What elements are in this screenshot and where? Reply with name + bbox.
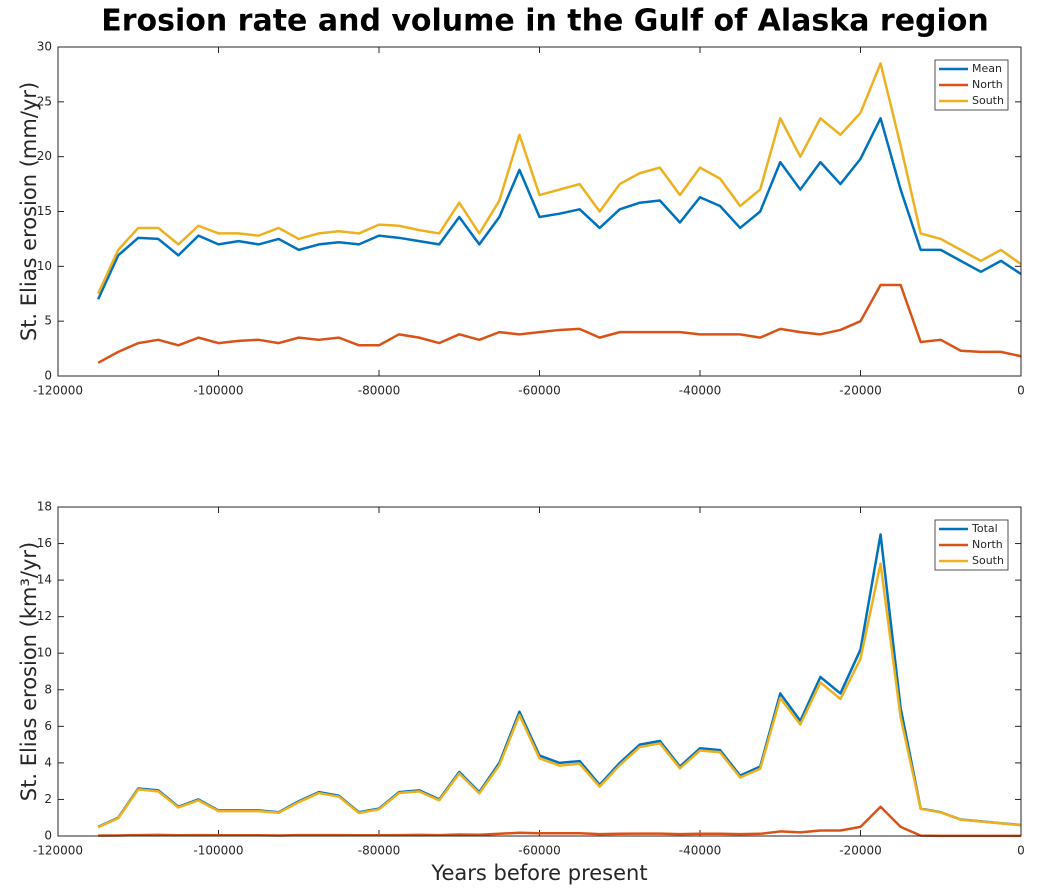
- x-tick-label: 0: [1017, 384, 1025, 398]
- y-tick-label: 12: [37, 609, 52, 623]
- y-tick-label: 0: [44, 829, 52, 843]
- y-tick-label: 20: [37, 149, 52, 163]
- x-tick-label: -80000: [358, 844, 401, 858]
- y-tick-label: 8: [44, 682, 52, 696]
- y-tick-label: 4: [44, 755, 52, 769]
- x-tick-label: -40000: [679, 844, 722, 858]
- y-axis-label: St. Elias erosion (km³/yr): [17, 542, 41, 801]
- y-tick-label: 25: [37, 94, 52, 108]
- x-tick-label: 0: [1017, 844, 1025, 858]
- x-tick-label: -60000: [518, 384, 561, 398]
- line-series: [96, 62, 1022, 295]
- legend-label: North: [972, 538, 1003, 551]
- x-tick-label: -80000: [358, 384, 401, 398]
- axes-frame: [57, 506, 1022, 837]
- plot-area: [58, 507, 1021, 836]
- x-tick-label: -60000: [518, 844, 561, 858]
- x-tick-label: -20000: [839, 384, 882, 398]
- x-tick-label: -20000: [839, 844, 882, 858]
- axes-frame: [57, 46, 1022, 377]
- y-tick-label: 16: [37, 536, 52, 550]
- y-tick-label: 2: [44, 792, 52, 806]
- line-series: [97, 283, 1022, 364]
- y-tick-label: 15: [37, 204, 52, 218]
- line-series: [96, 117, 1022, 300]
- y-tick-label: 0: [44, 369, 52, 383]
- y-tick-label: 30: [37, 40, 52, 54]
- y-tick-label: 10: [37, 646, 52, 660]
- x-axis-label: Years before present: [430, 861, 647, 885]
- x-tick-label: -40000: [679, 384, 722, 398]
- line-series: [97, 562, 1022, 829]
- legend-label: South: [972, 554, 1004, 567]
- y-tick-label: 18: [37, 500, 52, 514]
- legend-label: Mean: [972, 62, 1002, 75]
- legend-label: North: [972, 78, 1003, 91]
- x-tick-label: -120000: [33, 844, 83, 858]
- legend-label: South: [972, 94, 1004, 107]
- y-tick-label: 14: [37, 573, 52, 587]
- y-axis-label: St. Elias erosion (mm/yr): [17, 82, 41, 341]
- legend-label: Total: [971, 522, 998, 535]
- plot-area: [58, 47, 1021, 376]
- y-tick-label: 5: [44, 314, 52, 328]
- x-tick-label: -120000: [33, 384, 83, 398]
- chart-title: Erosion rate and volume in the Gulf of A…: [101, 4, 989, 39]
- y-tick-label: 6: [44, 719, 52, 733]
- y-tick-label: 10: [37, 259, 52, 273]
- x-tick-label: -100000: [193, 384, 243, 398]
- line-series: [98, 805, 1021, 838]
- x-tick-label: -100000: [193, 844, 243, 858]
